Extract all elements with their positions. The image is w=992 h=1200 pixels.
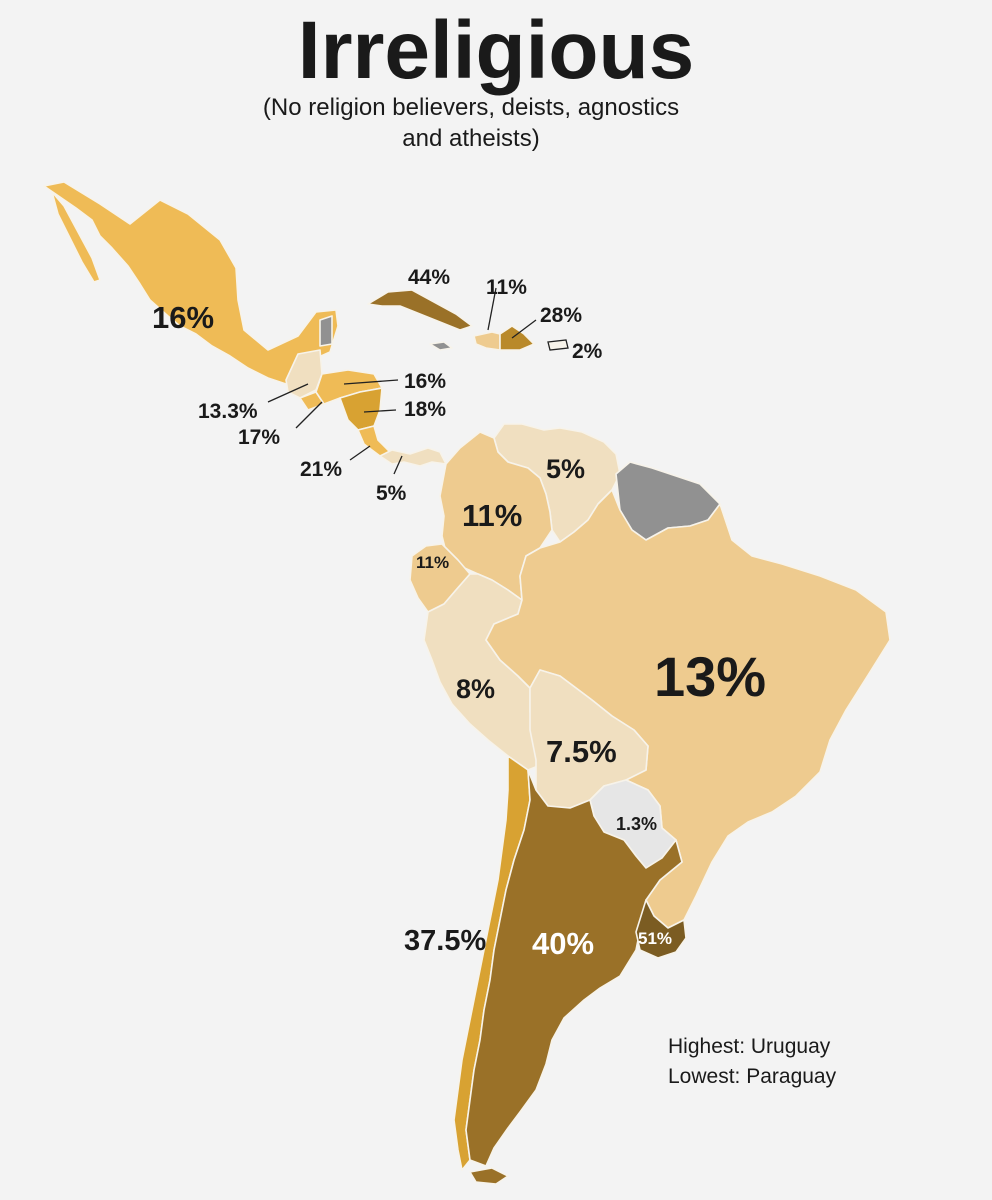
- leader-costa-rica: [349, 445, 371, 461]
- leader-el-salvador: [295, 401, 323, 429]
- label-el-salvador: 17%: [238, 426, 280, 449]
- label-nicaragua: 18%: [404, 398, 446, 421]
- label-haiti: 11%: [486, 276, 527, 299]
- legend: Highest: Uruguay Lowest: Paraguay: [668, 1032, 836, 1092]
- leader-haiti: [487, 287, 497, 331]
- label-bolivia: 7.5%: [546, 734, 617, 769]
- country-jamaica: [429, 341, 453, 351]
- label-costa-rica: 21%: [300, 458, 342, 481]
- label-argentina: 40%: [532, 926, 594, 961]
- label-peru: 8%: [456, 674, 495, 704]
- country-belize: [319, 315, 333, 347]
- subtitle-line-1: (No religion believers, deists, agnostic…: [262, 94, 680, 121]
- legend-highest: Highest: Uruguay: [668, 1035, 831, 1058]
- label-honduras: 16%: [404, 370, 446, 393]
- leader-guatemala: [267, 383, 309, 403]
- label-uruguay: 51%: [638, 929, 672, 948]
- label-puerto-rico: 2%: [572, 340, 603, 363]
- label-dominican-republic: 28%: [540, 304, 582, 327]
- label-colombia: 11%: [462, 498, 522, 533]
- leader-lines: [267, 287, 537, 475]
- leader-nicaragua: [363, 409, 397, 413]
- leader-dominican-republic: [511, 319, 537, 339]
- subtitle-line-2: and atheists): [402, 125, 540, 152]
- country-mexico: [43, 181, 339, 385]
- map-title: Irreligious: [297, 5, 695, 96]
- label-cuba: 44%: [408, 266, 450, 289]
- leader-panama: [393, 455, 403, 475]
- country-haiti: [473, 331, 501, 351]
- legend-lowest: Lowest: Paraguay: [668, 1065, 837, 1088]
- label-mexico: 16%: [152, 300, 214, 335]
- country-tierra-del-fuego: [469, 1167, 509, 1185]
- leader-honduras: [343, 379, 399, 385]
- value-labels: 16% 44% 11% 28% 2% 13.3% 16% 17% 18% 21%…: [152, 266, 766, 961]
- country-dominican-republic: [499, 325, 535, 351]
- country-uruguay: [635, 899, 687, 959]
- country-argentina: [465, 769, 683, 1167]
- label-brazil: 13%: [654, 645, 766, 708]
- label-ecuador: 11%: [416, 553, 449, 572]
- map-subtitle: (No religion believers, deists, agnostic…: [0, 92, 942, 154]
- country-cuba: [367, 289, 473, 331]
- label-panama: 5%: [376, 482, 407, 505]
- country-guatemala: [285, 349, 323, 399]
- label-guatemala: 13.3%: [198, 400, 258, 423]
- label-venezuela: 5%: [546, 454, 585, 484]
- country-nicaragua: [339, 387, 383, 431]
- label-chile: 37.5%: [404, 925, 486, 957]
- country-panama: [379, 447, 447, 467]
- label-paraguay: 1.3%: [616, 814, 657, 834]
- country-puerto-rico: [547, 339, 569, 351]
